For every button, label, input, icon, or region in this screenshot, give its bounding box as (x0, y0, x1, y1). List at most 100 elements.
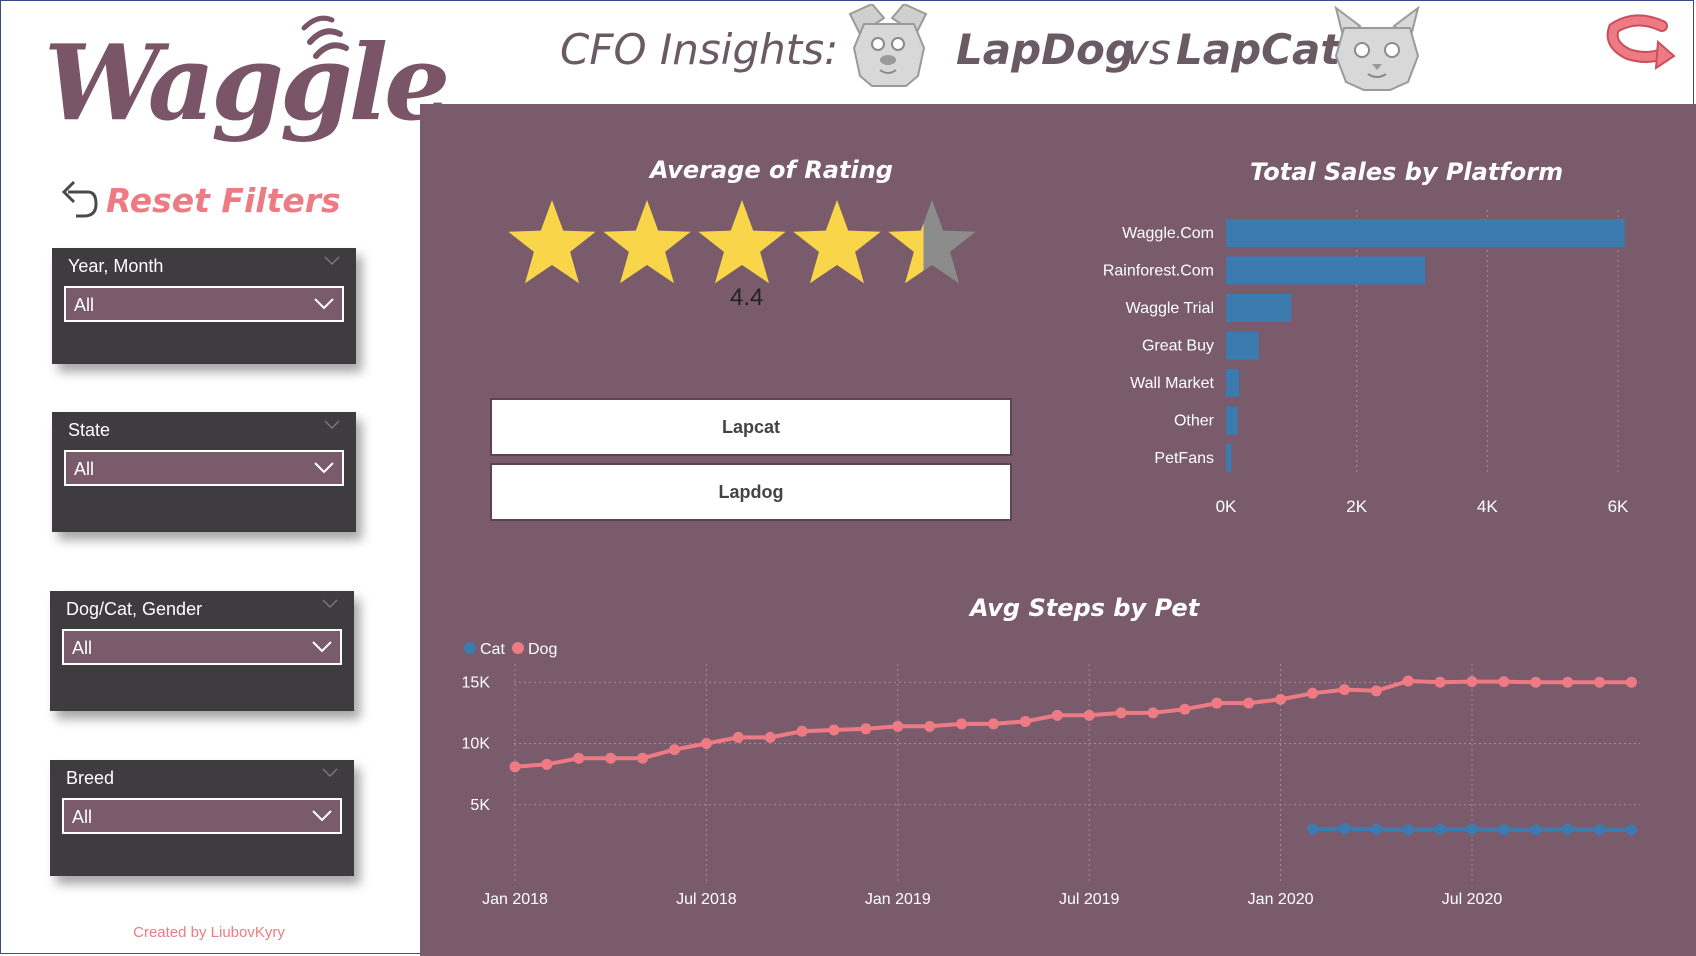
slicer-year-month: Year, Month All (52, 248, 356, 364)
data-point[interactable] (828, 724, 840, 736)
header-product-a: LapDog (956, 25, 1135, 74)
chevron-down-icon (312, 810, 332, 822)
data-point[interactable] (573, 752, 585, 764)
data-point[interactable] (700, 738, 712, 749)
data-point[interactable] (1083, 709, 1095, 721)
data-point[interactable] (1498, 676, 1510, 688)
sales-bar-chart: 0K 2K 4K 6K Waggle.Com Rainforest.Com Waggle T… (1103, 210, 1629, 516)
rating-star (793, 200, 881, 284)
category-label: PetFans (1154, 450, 1214, 467)
dropdown-value: All (72, 638, 93, 658)
data-point[interactable] (1147, 707, 1159, 719)
x-tick-label: Jan 2019 (865, 891, 931, 908)
sales-bar[interactable] (1226, 369, 1240, 397)
data-point[interactable] (1466, 823, 1478, 835)
data-point[interactable] (541, 758, 553, 770)
data-point[interactable] (1530, 824, 1542, 836)
data-point[interactable] (1370, 823, 1382, 835)
data-point[interactable] (796, 725, 808, 737)
rating-star (508, 200, 596, 284)
data-point[interactable] (1498, 824, 1510, 836)
data-point[interactable] (764, 731, 776, 743)
data-point[interactable] (1243, 697, 1255, 709)
chevron-down-icon[interactable] (324, 420, 340, 430)
chevron-down-icon[interactable] (324, 256, 340, 266)
data-point[interactable] (1626, 824, 1637, 836)
header-product-b: LapCat (1176, 25, 1341, 74)
data-point[interactable] (1594, 824, 1606, 836)
sales-bar[interactable] (1226, 219, 1625, 247)
dropdown-value: All (74, 295, 95, 315)
cat-face-icon (1334, 6, 1420, 91)
data-point[interactable] (669, 744, 680, 756)
slicer-title: State (68, 420, 111, 440)
sales-bar[interactable] (1226, 444, 1232, 472)
x-tick-label: Jan 2018 (482, 891, 548, 908)
data-point[interactable] (1307, 823, 1318, 835)
data-point[interactable] (605, 752, 617, 764)
chevron-down-icon[interactable] (322, 599, 338, 609)
data-point[interactable] (1434, 676, 1446, 688)
sales-bar[interactable] (1226, 331, 1259, 360)
data-point[interactable] (924, 720, 936, 732)
data-point[interactable] (1370, 685, 1382, 697)
data-point[interactable] (1338, 823, 1350, 835)
x-tick-label: Jul 2018 (676, 891, 737, 908)
year-month-dropdown[interactable]: All (64, 286, 344, 322)
dog-cat-gender-dropdown[interactable]: All (62, 629, 342, 665)
data-point[interactable] (892, 720, 904, 732)
breed-dropdown[interactable]: All (62, 798, 342, 834)
chevron-down-icon[interactable] (322, 768, 338, 778)
data-point[interactable] (1626, 676, 1637, 688)
rating-value: 4.4 (730, 284, 764, 311)
lapcat-button[interactable]: Lapcat (490, 398, 1012, 456)
data-point[interactable] (732, 731, 744, 743)
data-point[interactable] (1307, 687, 1318, 699)
data-point[interactable] (1530, 676, 1542, 688)
data-point[interactable] (1115, 707, 1127, 719)
data-point[interactable] (1402, 824, 1414, 836)
reset-filters-button[interactable]: Reset Filters (58, 178, 341, 222)
logo-text: Waggle (44, 21, 450, 144)
data-point[interactable] (1179, 703, 1191, 715)
data-point[interactable] (1562, 676, 1574, 688)
data-point[interactable] (1402, 675, 1414, 687)
sales-chart-title: Total Sales by Platform (1250, 158, 1564, 186)
x-tick-label: Jul 2019 (1059, 891, 1120, 908)
steps-line-chart: Cat Dog 5K 10K 15K Jan 2018 Jul 2018 Jan 2019 Ju… (462, 641, 1640, 908)
legend-label: Dog (528, 641, 557, 658)
x-tick-label: Jan 2020 (1248, 891, 1314, 908)
legend-label: Cat (480, 641, 505, 658)
sales-bar[interactable] (1226, 406, 1238, 435)
data-point[interactable] (509, 761, 521, 773)
y-tick-label: 5K (470, 797, 490, 814)
data-point[interactable] (1275, 693, 1287, 705)
category-label: Waggle.Com (1122, 225, 1214, 242)
data-point[interactable] (1211, 697, 1223, 709)
category-label: Waggle Trial (1126, 300, 1214, 317)
state-dropdown[interactable]: All (64, 450, 344, 486)
chevron-down-icon (314, 462, 334, 474)
sales-bar[interactable] (1226, 294, 1292, 322)
data-point[interactable] (1338, 684, 1350, 696)
x-tick-label: Jul 2020 (1442, 891, 1503, 908)
back-arrow-icon[interactable] (1606, 10, 1676, 70)
data-point[interactable] (1434, 823, 1446, 835)
chevron-down-icon (312, 641, 332, 653)
data-point[interactable] (860, 723, 872, 735)
dropdown-value: All (72, 807, 93, 827)
data-point[interactable] (1466, 676, 1478, 688)
data-point[interactable] (1051, 709, 1063, 721)
data-point[interactable] (1562, 823, 1574, 835)
data-point[interactable] (637, 752, 649, 764)
data-point[interactable] (988, 718, 999, 730)
data-point[interactable] (956, 718, 968, 730)
slicer-state: State All (52, 412, 356, 532)
rating-star (603, 200, 691, 284)
dog-face-icon (848, 4, 928, 87)
steps-chart-title: Avg Steps by Pet (970, 594, 1200, 622)
sales-bar[interactable] (1226, 256, 1426, 285)
lapdog-button[interactable]: Lapdog (490, 463, 1012, 521)
data-point[interactable] (1594, 676, 1606, 688)
data-point[interactable] (1019, 715, 1031, 727)
